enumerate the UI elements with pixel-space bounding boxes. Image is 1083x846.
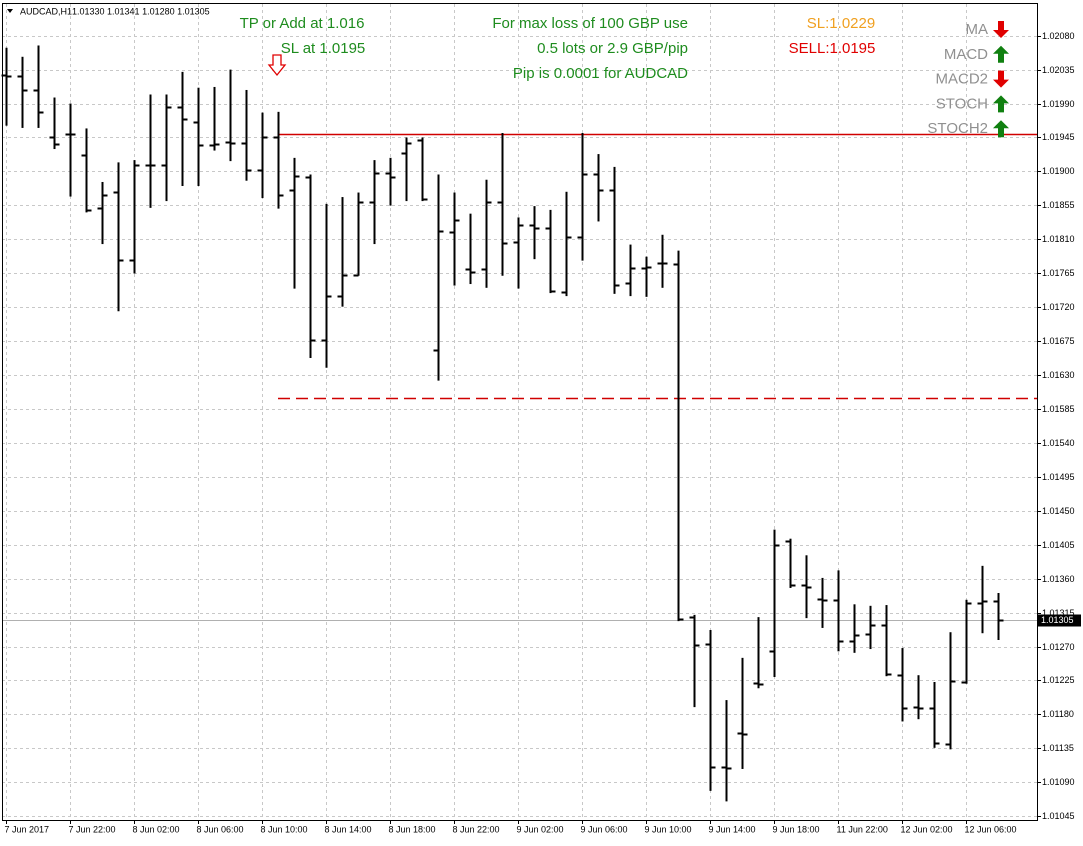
x-tick-label: 7 Jun 2017	[5, 824, 50, 834]
annotation: For max loss of 100 GBP use	[492, 15, 688, 32]
annotation: SL:1.0229	[807, 15, 875, 32]
x-tick-label: 8 Jun 06:00	[197, 824, 244, 834]
y-tick-label: 1.01945	[1042, 132, 1075, 142]
x-tick-label: 12 Jun 06:00	[965, 824, 1017, 834]
y-tick-label: 1.01585	[1042, 404, 1075, 414]
y-tick-label: 1.01360	[1042, 574, 1075, 584]
y-tick-label: 1.01990	[1042, 99, 1075, 109]
y-tick-label: 1.02035	[1042, 65, 1075, 75]
y-tick-label: 1.01630	[1042, 370, 1075, 380]
annotation: SELL:1.0195	[789, 40, 876, 57]
x-tick-label: 11 Jun 22:00	[837, 824, 888, 834]
y-tick-label: 1.01135	[1042, 743, 1074, 753]
x-tick-label: 9 Jun 18:00	[773, 824, 820, 834]
last-price-tag	[1038, 614, 1081, 627]
x-tick-label: 8 Jun 02:00	[133, 824, 180, 834]
annotation: SL at 1.0195	[281, 40, 366, 57]
x-tick-label: 9 Jun 02:00	[517, 824, 564, 834]
y-tick-label: 1.02080	[1042, 31, 1075, 41]
last-price-label: 1.01305	[1041, 615, 1074, 625]
menu-triangle	[7, 9, 13, 13]
x-tick-label: 8 Jun 18:00	[389, 824, 436, 834]
y-tick-label: 1.01675	[1042, 336, 1075, 346]
indicator-arrow	[993, 120, 1009, 138]
x-tick-label: 8 Jun 14:00	[325, 824, 372, 834]
y-tick-label: 1.01810	[1042, 234, 1075, 244]
x-tick-label: 9 Jun 06:00	[581, 824, 628, 834]
x-tick-label: 9 Jun 14:00	[709, 824, 756, 834]
annotation: 0.5 lots or 2.9 GBP/pip	[537, 40, 688, 57]
y-tick-label: 1.01765	[1042, 268, 1075, 278]
x-tick-label: 9 Jun 10:00	[645, 824, 692, 834]
sell-signal-arrow	[267, 54, 287, 77]
y-tick-label: 1.01315	[1042, 608, 1075, 618]
x-tick-label: 8 Jun 22:00	[453, 824, 500, 834]
x-tick-label: 7 Jun 22:00	[69, 824, 116, 834]
x-tick-label: 8 Jun 10:00	[261, 824, 308, 834]
indicator-name: MA	[966, 21, 989, 38]
indicator-arrow	[993, 45, 1009, 63]
ohlc-summary: 1.01330 1.01341 1.01280 1.01305	[72, 6, 210, 16]
indicator-arrow	[993, 21, 1009, 38]
indicator-name: MACD2	[935, 71, 988, 88]
y-tick-label: 1.01090	[1042, 777, 1075, 787]
annotation: TP or Add at 1.016	[240, 15, 365, 32]
y-tick-label: 1.01900	[1042, 166, 1075, 176]
grid	[2, 4, 1037, 820]
y-tick-label: 1.01180	[1042, 709, 1074, 719]
chart-title: AUDCAD,H1	[20, 6, 72, 16]
indicator-name: STOCH	[936, 95, 988, 112]
y-tick-label: 1.01270	[1042, 642, 1075, 652]
y-tick-label: 1.01405	[1042, 540, 1075, 550]
indicator-arrow	[993, 70, 1009, 88]
y-tick-label: 1.01495	[1042, 472, 1075, 482]
y-tick-label: 1.01225	[1042, 675, 1075, 685]
indicator-name: STOCH2	[927, 120, 988, 137]
y-tick-label: 1.01855	[1042, 200, 1075, 210]
x-tick-label: 12 Jun 02:00	[901, 824, 953, 834]
y-tick-label: 1.01720	[1042, 302, 1075, 312]
y-tick-label: 1.01540	[1042, 438, 1075, 448]
indicator-arrow	[993, 95, 1009, 113]
indicator-name: MACD	[944, 46, 988, 63]
y-tick-label: 1.01045	[1042, 811, 1075, 821]
annotation: Pip is 0.0001 for AUDCAD	[513, 65, 688, 82]
y-tick-label: 1.01450	[1042, 506, 1075, 516]
